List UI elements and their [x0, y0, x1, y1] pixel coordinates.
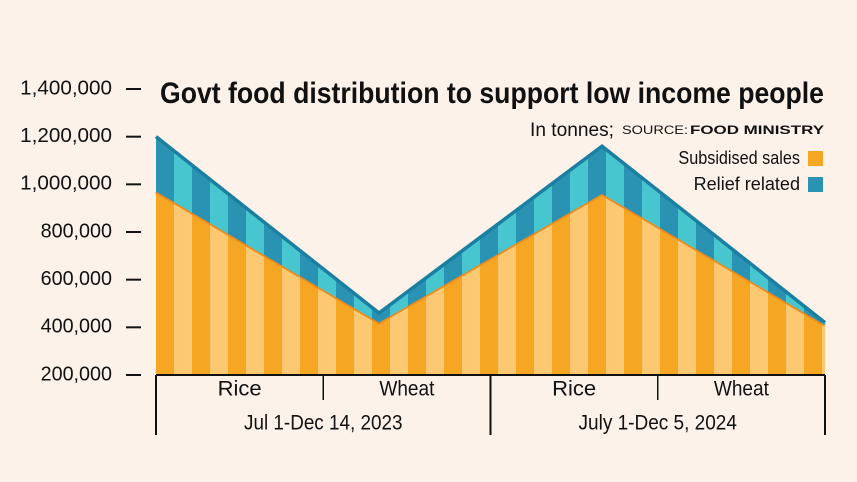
legend-swatch [808, 177, 823, 192]
y-tick-label: 600,000 [41, 268, 112, 290]
group-label: July 1-Dec 5, 2024 [579, 412, 738, 435]
x-tick-label: Wheat [379, 378, 434, 401]
area-edge [154, 135, 827, 324]
x-tick-label: Wheat [714, 378, 769, 401]
legend-label: Relief related [694, 174, 800, 194]
y-tick-label: 400,000 [41, 316, 112, 338]
source: FOOD MINISTRY [690, 123, 824, 137]
x-tick-label: Rice [218, 378, 262, 401]
legend-label: Subsidised sales [678, 148, 800, 168]
y-tick-label: 1,400,000 [20, 77, 112, 99]
y-tick-label: 200,000 [41, 363, 112, 385]
area [156, 191, 825, 375]
chart-title: Govt food distribution to support low in… [160, 77, 824, 110]
x-tick-label: Rice [552, 378, 596, 401]
y-tick-label: 1,200,000 [20, 125, 112, 147]
y-tick-label: 800,000 [41, 220, 112, 242]
source-label: SOURCE: [622, 123, 688, 137]
subtitle: In tonnes; [530, 120, 614, 141]
group-label: Jul 1-Dec 14, 2023 [244, 412, 402, 435]
y-tick-label: 1,000,000 [20, 173, 112, 195]
legend-swatch [808, 151, 823, 166]
